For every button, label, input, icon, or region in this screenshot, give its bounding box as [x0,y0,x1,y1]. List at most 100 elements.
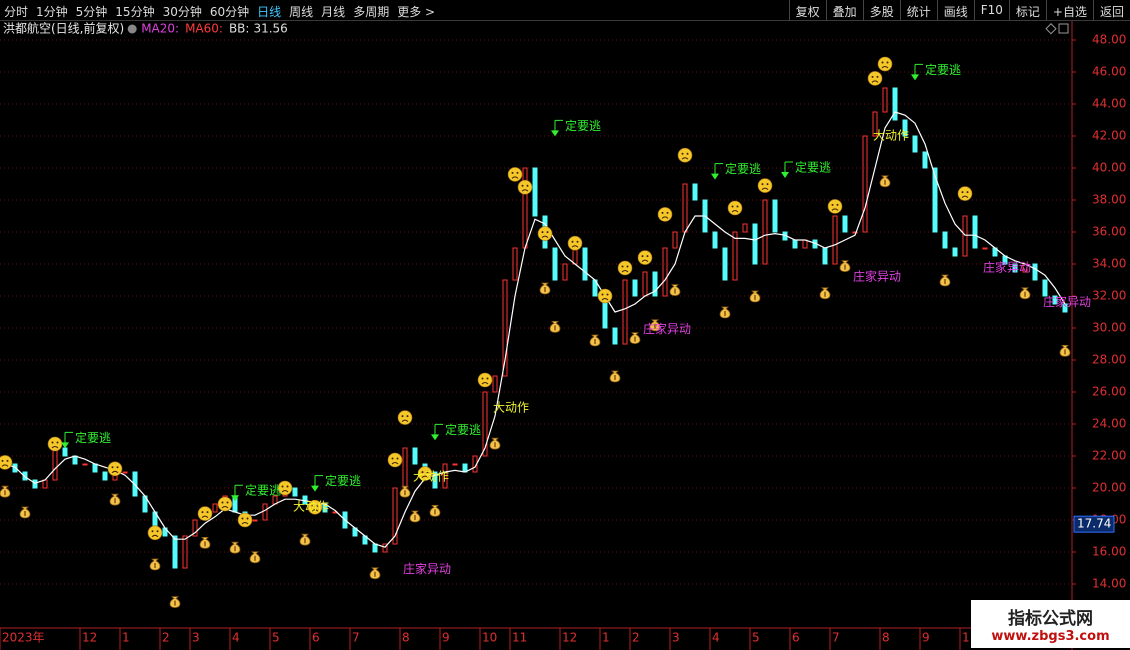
candle [102,471,108,481]
button[interactable]: F10 [973,0,1009,20]
tab[interactable]: 月线 [321,5,346,19]
face [397,410,413,425]
face [507,167,523,182]
candle [452,463,458,466]
x-tick-label: 12 [562,631,577,645]
button[interactable]: 叠加 [825,0,863,20]
money-bag [19,506,31,519]
legend-entry: MA20: [141,22,179,36]
tab[interactable]: 多周期 [353,5,390,19]
mouth [421,475,429,478]
eye [421,471,424,474]
sad-face [827,199,843,214]
mouth [831,208,839,211]
eye [766,183,769,186]
candle [652,271,658,297]
mouth [221,506,229,509]
eye [961,191,964,194]
eye [546,231,549,234]
sad-face [397,410,413,425]
y-tick-label: 36.00 [1092,225,1126,239]
signal-label: 定要逃 [925,62,961,77]
button[interactable]: 标记 [1008,0,1046,20]
eye [481,377,484,380]
x-tick-label: 11 [512,631,527,645]
sad-face [677,147,693,163]
sad-face [867,71,883,86]
candle [262,503,268,521]
x-tick-label: 9 [442,631,450,645]
candle [872,111,878,137]
candle [502,279,508,377]
button[interactable]: 复权 [788,0,826,20]
sad-face [47,436,63,452]
mouth [311,509,319,512]
eye [576,240,579,243]
candle [642,271,648,297]
eye [206,511,209,514]
button[interactable]: 画线 [936,0,974,20]
tab[interactable]: 日线 [257,5,282,19]
eye [541,231,544,234]
bb-label: BB: [229,22,250,36]
candle [212,503,218,513]
tab[interactable]: 更多 > [397,5,436,19]
mouth [661,216,669,219]
money-bag [0,485,11,498]
eye [511,171,514,174]
face [277,480,293,496]
face [197,506,213,521]
signal-label: 定要逃 [565,118,601,133]
face [727,200,743,216]
tab[interactable]: 周线 [289,5,314,19]
candle [712,231,718,249]
eye [761,183,764,186]
money-bag [749,290,761,303]
candle [822,247,828,265]
signal-arrowhead [311,485,319,492]
tab[interactable]: 60分钟 [209,5,250,19]
x-tick-label: 7 [352,631,360,645]
tab[interactable]: 30分钟 [162,5,202,19]
candle [972,215,978,249]
tab[interactable]: 5分钟 [75,5,108,19]
button[interactable]: +自选 [1045,0,1093,20]
eye [626,265,629,268]
eye [486,377,489,380]
x-tick-label: 5 [272,631,280,645]
sad-face [477,372,493,388]
button[interactable]: 多股 [862,0,900,20]
money-bag [169,596,181,608]
eye [521,184,524,187]
mouth [111,470,119,474]
x-tick-label: 3 [672,631,680,645]
signal-label: 庄家异动 [643,321,691,336]
candle [842,215,848,233]
tab[interactable]: 分时 [4,5,29,19]
money-bag [229,541,241,554]
sad-face [417,466,433,481]
eye [286,485,289,488]
eye [601,293,604,296]
signal-label: 大动作 [493,401,529,415]
eye [731,205,734,208]
money-bag [299,533,311,546]
tab[interactable]: 1分钟 [36,5,68,19]
signal-arrowhead [911,74,919,81]
signal-label: 定要逃 [325,473,361,488]
tab[interactable]: 15分钟 [115,5,155,19]
money-bag [669,284,681,297]
money-bag [249,551,261,564]
signal-label: 大动作 [293,500,329,514]
mouth [511,176,519,179]
button[interactable]: 返回 [1092,0,1130,20]
mouth [961,195,969,198]
button[interactable]: 统计 [899,0,937,20]
candle [962,215,968,257]
eye [881,61,884,64]
x-tick-label: 2 [162,631,170,645]
candle [832,215,838,265]
candle [122,471,128,474]
candle [512,247,518,281]
